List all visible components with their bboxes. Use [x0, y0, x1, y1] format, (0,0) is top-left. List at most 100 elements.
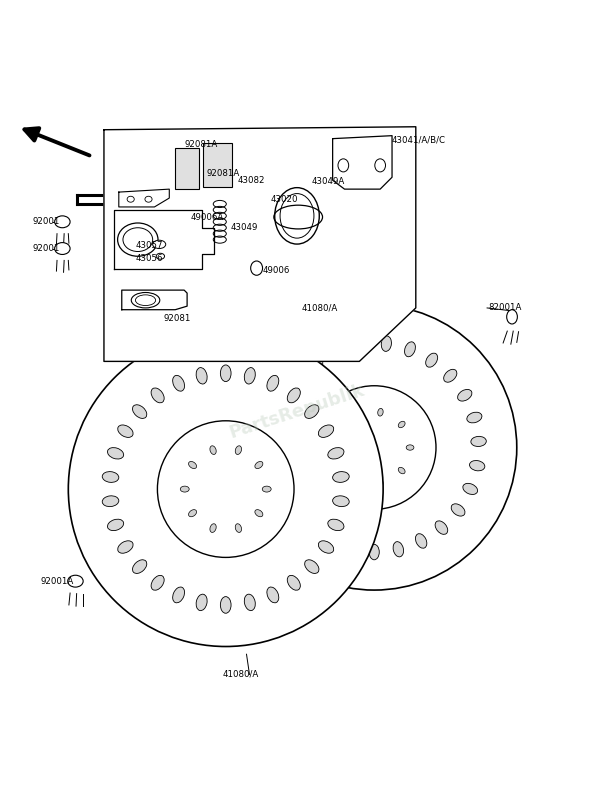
Text: 43049: 43049	[230, 223, 258, 232]
Polygon shape	[122, 290, 187, 310]
Ellipse shape	[398, 467, 405, 474]
Polygon shape	[333, 136, 392, 189]
Ellipse shape	[398, 422, 405, 428]
Ellipse shape	[153, 240, 166, 249]
Ellipse shape	[132, 405, 147, 418]
Ellipse shape	[333, 472, 349, 482]
Ellipse shape	[338, 159, 349, 172]
Ellipse shape	[196, 367, 207, 384]
Ellipse shape	[426, 353, 438, 367]
Ellipse shape	[267, 412, 282, 423]
Ellipse shape	[471, 436, 486, 446]
Ellipse shape	[108, 519, 124, 530]
Ellipse shape	[220, 365, 231, 382]
Text: 43049A: 43049A	[312, 177, 345, 186]
Text: PartsRepublik: PartsRepublik	[227, 382, 367, 442]
Polygon shape	[114, 210, 214, 270]
Polygon shape	[104, 126, 416, 362]
Ellipse shape	[507, 310, 517, 324]
Ellipse shape	[102, 496, 119, 506]
Ellipse shape	[132, 560, 147, 574]
Ellipse shape	[321, 534, 333, 548]
Ellipse shape	[127, 196, 134, 202]
Ellipse shape	[271, 483, 286, 494]
Ellipse shape	[375, 159, 386, 172]
Ellipse shape	[264, 461, 279, 471]
Ellipse shape	[333, 342, 344, 357]
Ellipse shape	[145, 196, 152, 202]
Ellipse shape	[378, 409, 383, 416]
Ellipse shape	[369, 544, 379, 560]
Ellipse shape	[235, 524, 242, 533]
Ellipse shape	[118, 223, 158, 256]
Ellipse shape	[262, 486, 271, 492]
Ellipse shape	[283, 504, 297, 516]
Ellipse shape	[287, 575, 301, 590]
Ellipse shape	[55, 242, 70, 254]
Ellipse shape	[188, 462, 197, 469]
Ellipse shape	[405, 342, 415, 357]
Ellipse shape	[301, 521, 313, 534]
FancyBboxPatch shape	[175, 147, 199, 189]
Ellipse shape	[274, 188, 320, 244]
Text: 43082: 43082	[238, 176, 265, 185]
Ellipse shape	[353, 413, 359, 420]
Circle shape	[157, 421, 294, 558]
Ellipse shape	[357, 336, 367, 351]
FancyBboxPatch shape	[203, 142, 232, 187]
Circle shape	[312, 386, 436, 510]
Ellipse shape	[345, 542, 355, 557]
Ellipse shape	[353, 475, 359, 482]
Ellipse shape	[244, 594, 255, 610]
Ellipse shape	[251, 261, 263, 275]
Ellipse shape	[328, 448, 344, 459]
Ellipse shape	[287, 388, 301, 403]
Ellipse shape	[318, 425, 334, 438]
Ellipse shape	[381, 336, 391, 351]
Ellipse shape	[267, 587, 279, 603]
Text: 41080/A: 41080/A	[223, 670, 259, 679]
Ellipse shape	[451, 504, 465, 516]
Ellipse shape	[463, 483, 478, 494]
Ellipse shape	[210, 524, 216, 533]
Text: 41080/A: 41080/A	[302, 303, 338, 313]
Ellipse shape	[118, 541, 133, 554]
Ellipse shape	[337, 457, 345, 462]
Text: 82001A: 82001A	[488, 303, 522, 313]
Ellipse shape	[151, 388, 164, 403]
Ellipse shape	[220, 597, 231, 614]
Ellipse shape	[305, 405, 319, 418]
Text: 43020: 43020	[271, 194, 298, 204]
Ellipse shape	[311, 353, 323, 367]
Text: 92001: 92001	[33, 218, 60, 226]
Ellipse shape	[262, 436, 277, 446]
Ellipse shape	[188, 510, 197, 517]
Ellipse shape	[292, 370, 305, 382]
Ellipse shape	[181, 486, 189, 492]
Ellipse shape	[102, 472, 119, 482]
Text: 43041/A/B/C: 43041/A/B/C	[392, 135, 446, 144]
Ellipse shape	[406, 445, 414, 450]
Ellipse shape	[444, 370, 457, 382]
Ellipse shape	[244, 367, 255, 384]
Text: 92081: 92081	[163, 314, 191, 322]
Ellipse shape	[108, 448, 124, 459]
Ellipse shape	[457, 390, 472, 401]
Ellipse shape	[255, 462, 263, 469]
Ellipse shape	[277, 390, 291, 401]
Ellipse shape	[328, 519, 344, 530]
Circle shape	[232, 305, 517, 590]
Text: 49006A: 49006A	[190, 213, 223, 222]
Polygon shape	[119, 189, 169, 207]
Ellipse shape	[267, 375, 279, 391]
Ellipse shape	[173, 587, 185, 603]
Text: 92001: 92001	[33, 244, 60, 253]
Ellipse shape	[393, 542, 403, 557]
Ellipse shape	[333, 496, 349, 506]
Ellipse shape	[173, 375, 185, 391]
Ellipse shape	[255, 510, 263, 517]
Text: 43056: 43056	[135, 254, 163, 263]
Ellipse shape	[318, 541, 334, 554]
Ellipse shape	[280, 194, 314, 238]
Text: 92081A: 92081A	[207, 169, 240, 178]
